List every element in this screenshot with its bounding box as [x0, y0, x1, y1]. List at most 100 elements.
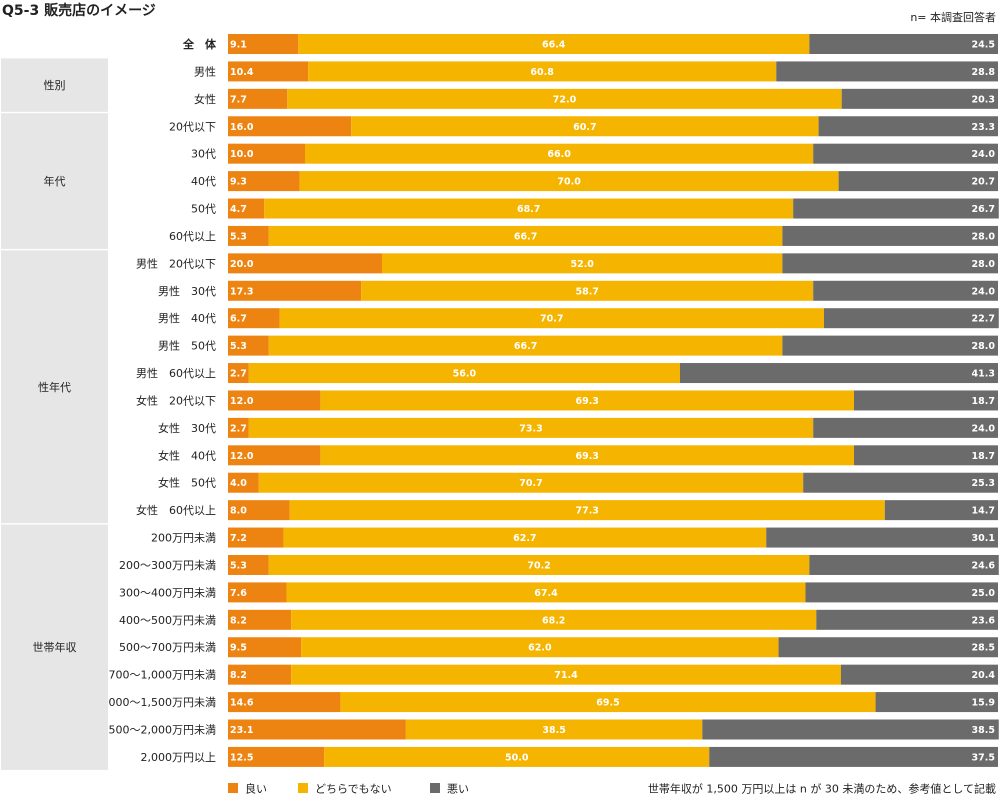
row-label: 200〜300万円未満	[119, 559, 216, 572]
bar-segment-neutral	[248, 363, 680, 384]
value-label-bad: 41.3	[972, 369, 995, 380]
legend-swatch-good	[228, 783, 238, 793]
bar-segment-good	[228, 609, 292, 630]
bar-segment-neutral	[286, 582, 806, 603]
row-label: 300〜400万円未満	[119, 586, 216, 599]
value-label-neutral: 38.5	[542, 725, 565, 736]
bar-segment-good	[228, 225, 269, 246]
bar-segment-neutral	[248, 417, 814, 438]
value-label-neutral: 71.4	[554, 670, 578, 681]
bar-segment-bad	[766, 527, 998, 548]
group-label: 世帯年収	[33, 640, 77, 654]
value-label-neutral: 50.0	[505, 752, 529, 763]
row-label: 男性 20代以下	[136, 256, 216, 270]
bar-segment-neutral	[291, 664, 841, 685]
bar-segment-neutral	[405, 719, 703, 740]
value-label-bad: 28.8	[972, 67, 996, 78]
legend-label-neutral: どちらでもない	[315, 783, 392, 796]
bar-segment-neutral	[264, 198, 794, 219]
bar-segment-good	[228, 171, 300, 192]
bar-segment-neutral	[258, 472, 804, 493]
bar-segment-neutral	[320, 445, 855, 466]
value-label-neutral: 70.2	[527, 560, 550, 571]
value-label-bad: 20.3	[972, 94, 995, 105]
bar-segment-good	[228, 61, 309, 82]
row-label: 女性 60代以上	[136, 503, 216, 517]
value-label-good: 9.1	[230, 40, 247, 51]
value-label-good: 9.5	[230, 643, 247, 654]
bar-segment-bad	[809, 34, 998, 54]
row-label: 女性 40代	[158, 448, 216, 462]
bar-segment-neutral	[382, 253, 783, 274]
value-label-bad: 24.5	[972, 40, 995, 51]
row-label: 30代	[191, 148, 216, 161]
row-label: 男性 50代	[158, 339, 216, 353]
value-label-neutral: 66.7	[514, 341, 537, 352]
bar-segment-bad	[778, 637, 998, 658]
row-label: 男性 60代以上	[136, 366, 216, 380]
value-label-bad: 18.7	[972, 451, 995, 462]
bar-segment-bad	[818, 116, 998, 137]
value-label-neutral: 62.0	[528, 643, 552, 654]
bar-segment-neutral	[298, 34, 810, 54]
row-label: 1,000〜1,500万円未満	[98, 696, 216, 709]
bar-segment-neutral	[279, 308, 824, 329]
value-label-neutral: 52.0	[570, 259, 594, 270]
value-label-bad: 24.0	[972, 286, 996, 297]
bar-segment-bad	[782, 335, 998, 356]
bar-segment-bad	[702, 719, 999, 740]
row-label: 男性	[194, 64, 216, 78]
bar-segment-neutral	[301, 637, 779, 658]
bar-segment-bad	[875, 692, 998, 713]
value-label-good: 9.3	[230, 177, 247, 188]
bar-segment-good	[228, 472, 259, 493]
base-note: n= 本調査回答者	[910, 10, 996, 24]
bar-segment-bad	[884, 500, 998, 521]
value-label-bad: 28.0	[972, 231, 996, 242]
bar-segment-neutral	[351, 116, 819, 137]
bar-segment-bad	[841, 88, 998, 109]
value-label-bad: 24.0	[972, 423, 996, 434]
bar-segment-good	[228, 746, 325, 767]
value-label-bad: 24.6	[972, 560, 996, 571]
row-label: 60代以上	[169, 230, 216, 243]
value-label-neutral: 72.0	[553, 94, 577, 105]
bar-segment-bad	[809, 554, 999, 575]
value-label-bad: 23.6	[972, 615, 996, 626]
value-label-neutral: 60.8	[530, 67, 554, 78]
value-label-bad: 20.7	[972, 177, 995, 188]
bar-segment-bad	[854, 445, 998, 466]
bar-segment-good	[228, 554, 269, 575]
bar-segment-good	[228, 637, 302, 658]
value-label-bad: 26.7	[972, 204, 995, 215]
bar-segment-bad	[782, 253, 998, 274]
bar-segment-bad	[840, 664, 998, 685]
value-label-good: 8.2	[230, 615, 247, 626]
value-label-neutral: 67.4	[534, 588, 558, 599]
legend-swatch-neutral	[298, 783, 308, 793]
value-label-good: 5.3	[230, 231, 247, 242]
value-label-bad: 28.0	[972, 341, 996, 352]
value-label-bad: 30.1	[972, 533, 995, 544]
value-label-good: 7.7	[230, 94, 247, 105]
value-label-good: 8.2	[230, 670, 247, 681]
value-label-bad: 37.5	[972, 752, 995, 763]
bar-segment-good	[228, 116, 352, 137]
value-label-good: 4.7	[230, 204, 247, 215]
value-label-neutral: 69.3	[575, 451, 598, 462]
value-label-good: 2.7	[230, 423, 247, 434]
bar-segment-good	[228, 88, 288, 109]
group-label: 性別	[44, 78, 66, 92]
value-label-good: 7.2	[230, 533, 247, 544]
bar-segment-bad	[816, 609, 998, 630]
value-label-good: 20.0	[230, 259, 254, 270]
value-label-neutral: 66.7	[514, 231, 537, 242]
bar-segment-good	[228, 363, 249, 384]
value-label-bad: 28.5	[972, 643, 995, 654]
group-box	[1, 250, 108, 524]
value-label-neutral: 62.7	[513, 533, 536, 544]
value-label-bad: 18.7	[972, 396, 995, 407]
value-label-neutral: 68.2	[542, 615, 565, 626]
value-label-good: 12.5	[230, 752, 253, 763]
